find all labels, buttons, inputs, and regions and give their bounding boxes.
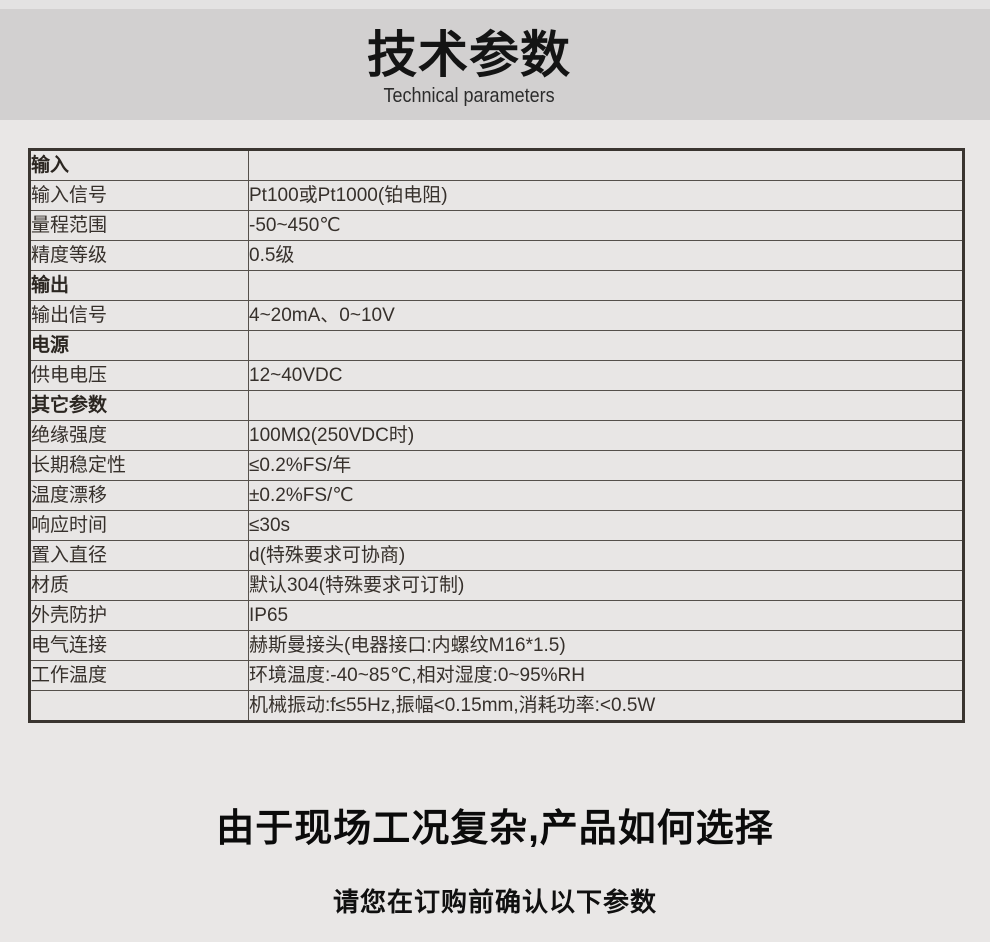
param-label: 绝缘强度	[29, 420, 249, 451]
param-value: Pt100或Pt1000(铂电阻)	[248, 180, 964, 211]
spec-table: 输入 输入信号 Pt100或Pt1000(铂电阻) 量程范围 -50~450℃ …	[28, 148, 965, 723]
param-value: 赫斯曼接头(电器接口:内螺纹M16*1.5)	[248, 630, 964, 661]
param-label: 其它参数	[29, 390, 249, 421]
param-value: 机械振动:f≤55Hz,振幅<0.15mm,消耗功率:<0.5W	[248, 690, 964, 722]
table-row: 供电电压 12~40VDC	[29, 360, 964, 391]
table-row: 机械振动:f≤55Hz,振幅<0.15mm,消耗功率:<0.5W	[29, 690, 964, 722]
param-label	[29, 690, 249, 722]
param-label: 供电电压	[29, 360, 249, 391]
param-value	[248, 330, 964, 361]
table-row: 输出信号 4~20mA、0~10V	[29, 300, 964, 331]
param-value: -50~450℃	[248, 210, 964, 241]
param-value: 4~20mA、0~10V	[248, 300, 964, 331]
param-label: 置入直径	[29, 540, 249, 571]
param-label: 材质	[29, 570, 249, 601]
table-row: 材质 默认304(特殊要求可订制)	[29, 570, 964, 601]
table-row: 温度漂移 ±0.2%FS/℃	[29, 480, 964, 511]
param-value: 环境温度:-40~85℃,相对湿度:0~95%RH	[248, 660, 964, 691]
param-value: 默认304(特殊要求可订制)	[248, 570, 964, 601]
table-row: 绝缘强度 100MΩ(250VDC时)	[29, 420, 964, 451]
param-value: IP65	[248, 600, 964, 631]
table-row: 电气连接 赫斯曼接头(电器接口:内螺纹M16*1.5)	[29, 630, 964, 661]
param-value: ≤30s	[248, 510, 964, 541]
param-label: 响应时间	[29, 510, 249, 541]
header-band: 技术参数 Technical parameters	[0, 9, 990, 120]
param-value: d(特殊要求可协商)	[248, 540, 964, 571]
page-subtitle: Technical parameters	[383, 85, 555, 107]
table-row: 长期稳定性 ≤0.2%FS/年	[29, 450, 964, 481]
param-value	[248, 390, 964, 421]
top-strip	[0, 0, 990, 9]
selection-subheading: 请您在订购前确认以下参数	[332, 887, 657, 917]
param-value	[248, 270, 964, 301]
table-row-section-input: 输入	[29, 149, 964, 181]
table-row-section-other: 其它参数	[29, 390, 964, 421]
table-row: 输入信号 Pt100或Pt1000(铂电阻)	[29, 180, 964, 211]
table-row: 工作温度 环境温度:-40~85℃,相对湿度:0~95%RH	[29, 660, 964, 691]
param-label: 工作温度	[29, 660, 249, 691]
page-title: 技术参数	[367, 27, 571, 83]
param-value: ≤0.2%FS/年	[248, 450, 964, 481]
table-row: 量程范围 -50~450℃	[29, 210, 964, 241]
param-label: 电气连接	[29, 630, 249, 661]
param-value	[248, 149, 964, 181]
param-label: 输入	[29, 149, 249, 181]
param-value: 0.5级	[248, 240, 964, 271]
param-label: 量程范围	[29, 210, 249, 241]
param-value: 100MΩ(250VDC时)	[248, 420, 964, 451]
table-row: 置入直径 d(特殊要求可协商)	[29, 540, 964, 571]
table-row: 外壳防护 IP65	[29, 600, 964, 631]
table-row-section-output: 输出	[29, 270, 964, 301]
param-label: 外壳防护	[29, 600, 249, 631]
table-row-section-power: 电源	[29, 330, 964, 361]
selection-heading: 由于现场工况复杂,产品如何选择	[216, 808, 774, 850]
param-label: 长期稳定性	[29, 450, 249, 481]
param-value: 12~40VDC	[248, 360, 964, 391]
param-label: 电源	[29, 330, 249, 361]
param-label: 输出信号	[29, 300, 249, 331]
param-label: 输出	[29, 270, 249, 301]
param-label: 输入信号	[29, 180, 249, 211]
param-label: 温度漂移	[29, 480, 249, 511]
param-value: ±0.2%FS/℃	[248, 480, 964, 511]
param-label: 精度等级	[29, 240, 249, 271]
content-area: 输入 输入信号 Pt100或Pt1000(铂电阻) 量程范围 -50~450℃ …	[0, 120, 990, 942]
table-row: 响应时间 ≤30s	[29, 510, 964, 541]
table-row: 精度等级 0.5级	[29, 240, 964, 271]
